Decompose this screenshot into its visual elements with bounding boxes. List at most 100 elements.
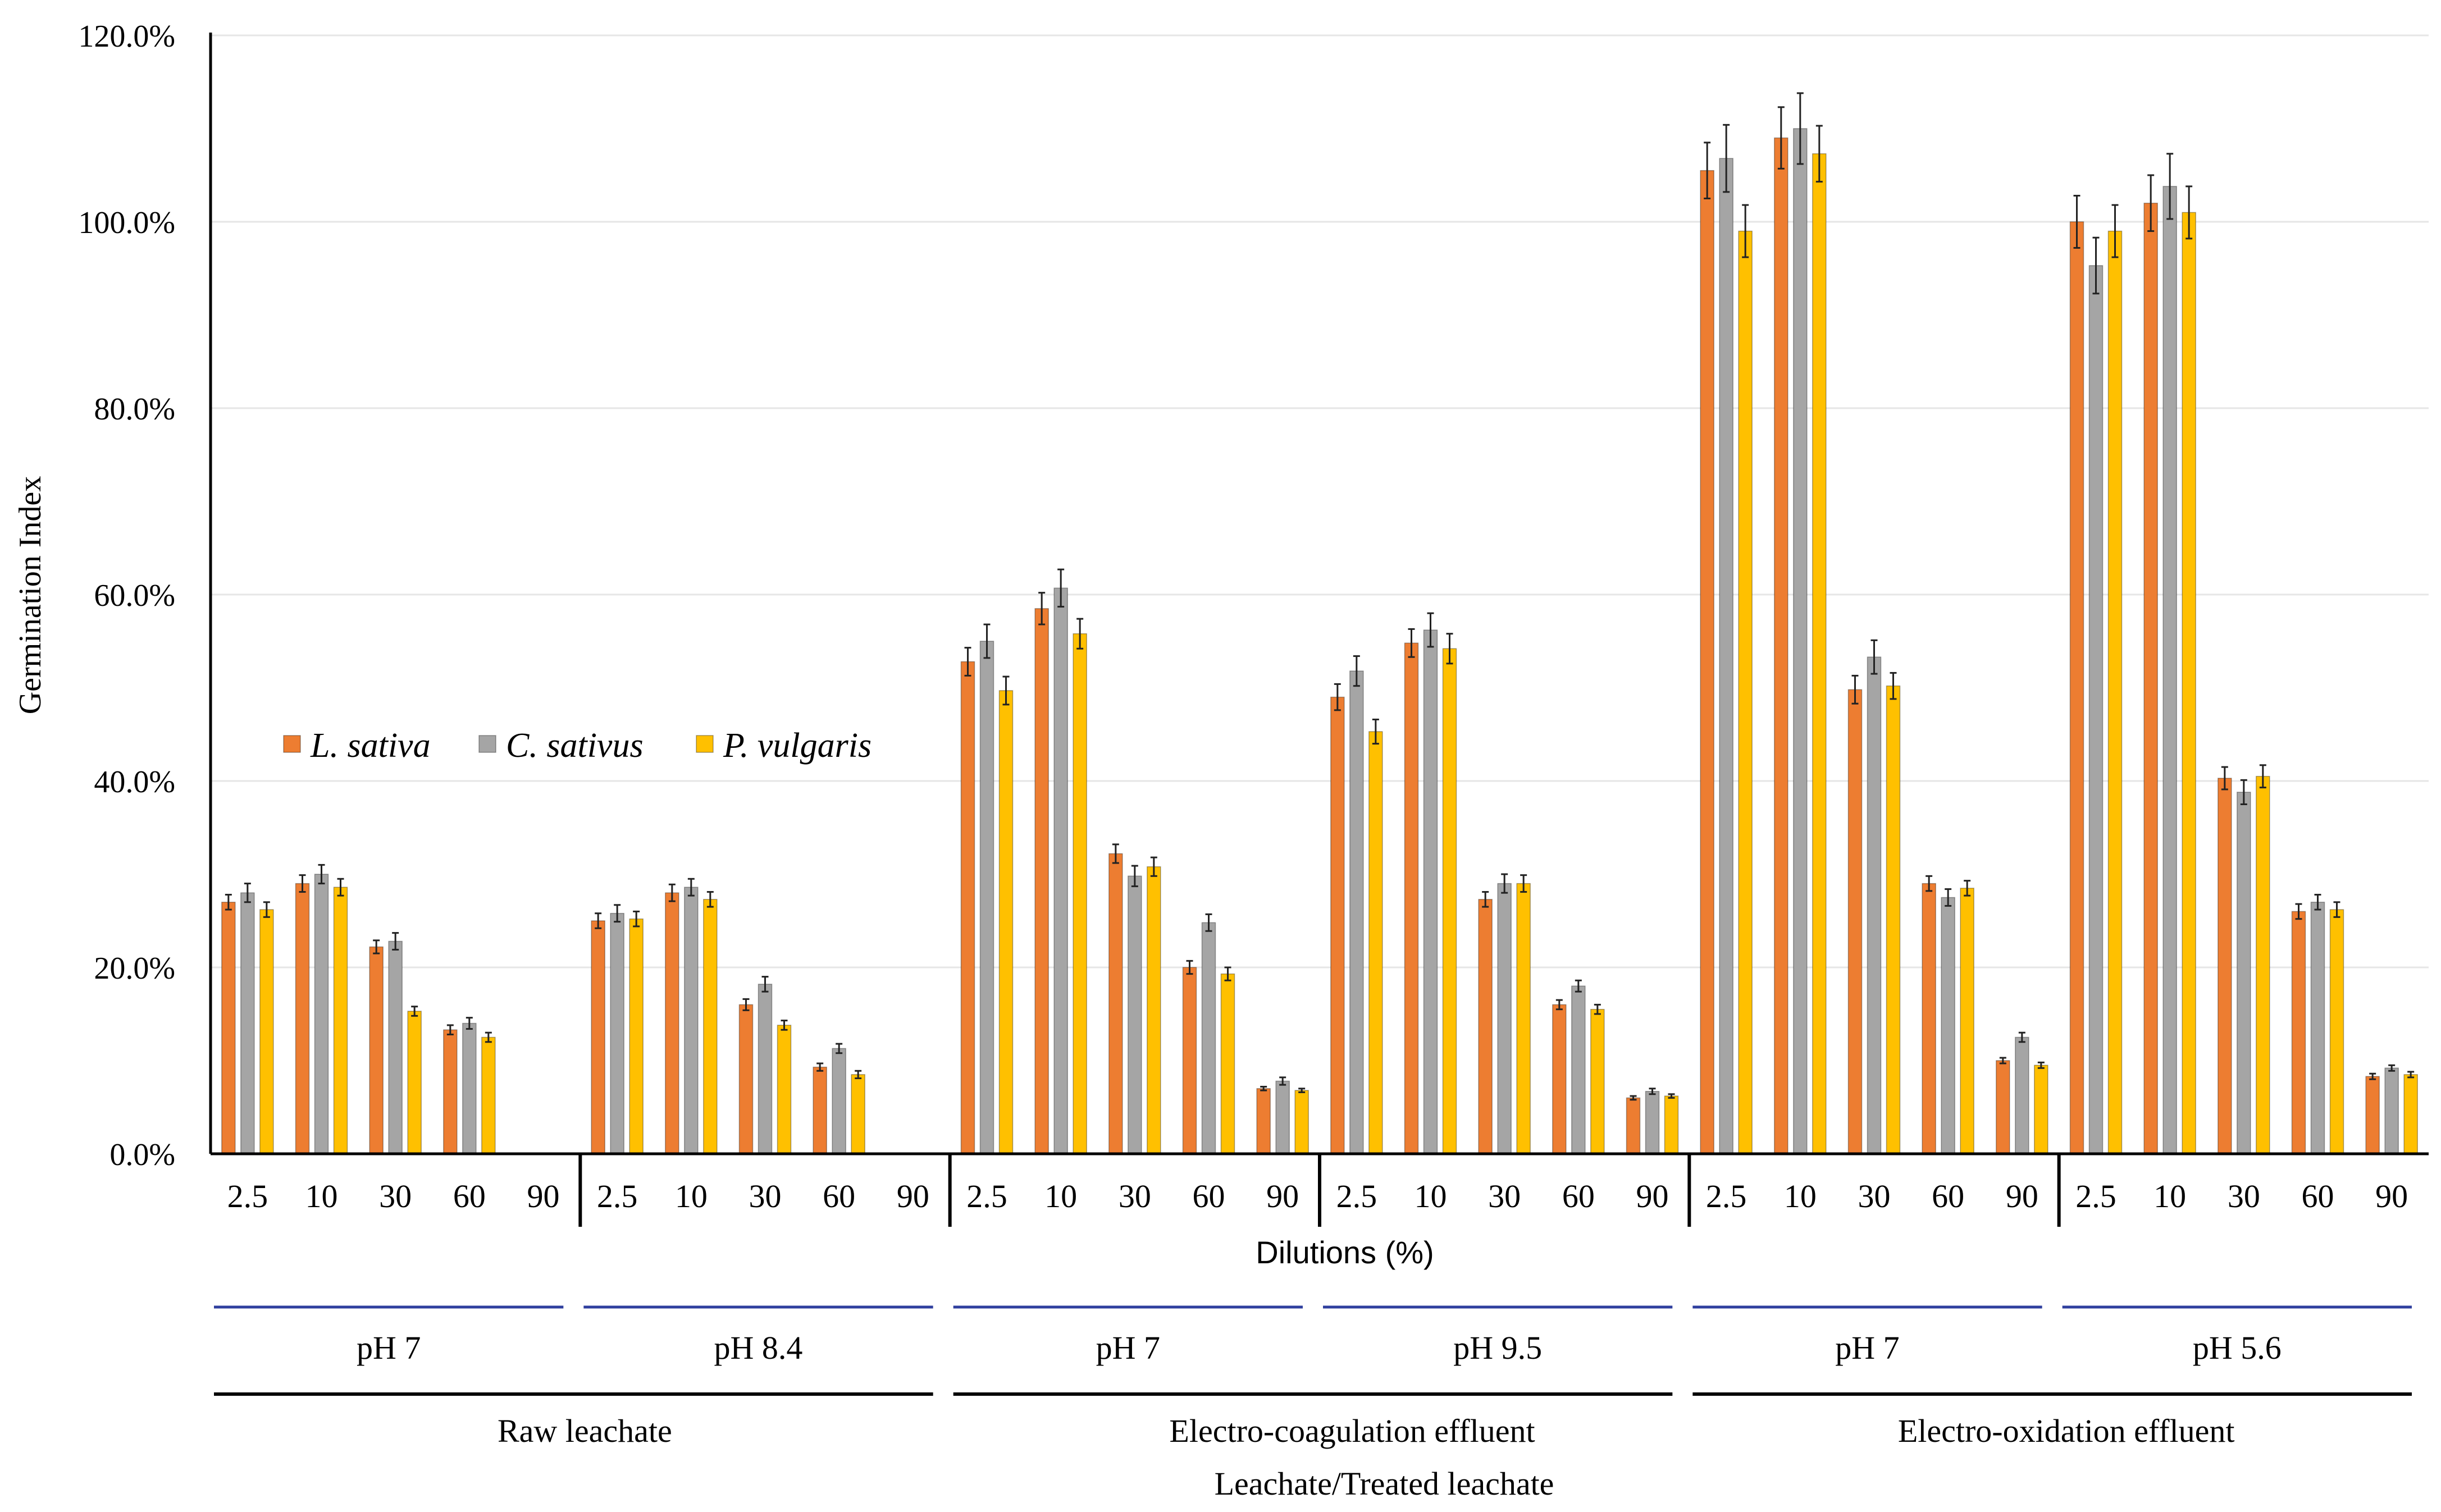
bar [240, 892, 255, 1154]
bar [2384, 1067, 2399, 1154]
bar [665, 892, 679, 1154]
bar [1349, 670, 1364, 1154]
footer-label: Leachate/Treated leachate [1215, 1465, 1554, 1502]
bar [738, 1004, 754, 1154]
bar [1645, 1091, 1660, 1154]
bar [1960, 888, 1974, 1154]
bar [1108, 853, 1123, 1154]
bar [2329, 909, 2344, 1154]
legend-label: C. sativus [506, 727, 644, 765]
bar [1442, 648, 1457, 1154]
legend-label: P. vulgaris [723, 727, 872, 765]
bar [1941, 897, 1955, 1154]
bar [1478, 899, 1493, 1154]
legend-label: L. sativa [310, 727, 431, 765]
ph-label: pH 9.5 [1453, 1330, 1542, 1366]
x-tick-label: 2.5 [1336, 1178, 1377, 1214]
bar [960, 661, 975, 1154]
group-brackets: pH 7 pH 8.4 pH 7 pH 9.5 pH 7 pH 5.6 Raw leacha… [214, 1305, 2412, 1449]
treatment-label: Raw leachate [498, 1413, 672, 1449]
bar [369, 946, 384, 1154]
ph-label: pH 8.4 [714, 1330, 803, 1366]
bar [407, 1011, 422, 1154]
x-tick-label: 10 [305, 1178, 338, 1214]
legend-swatch [283, 735, 301, 753]
bar [1812, 153, 1827, 1154]
y-tick-label: 40.0% [94, 765, 175, 800]
bar [591, 920, 605, 1154]
bar [1793, 128, 1808, 1154]
bar [832, 1048, 846, 1154]
x-tick-label: 2.5 [597, 1178, 638, 1214]
bar [259, 909, 274, 1154]
bar [2182, 212, 2196, 1154]
x-tick-label: 30 [1119, 1178, 1151, 1214]
bar [1182, 967, 1197, 1154]
x-tick-label: 30 [379, 1178, 412, 1214]
x-tick-label: 2.5 [227, 1178, 268, 1214]
treatment-label: Electro-oxidation effluent [1898, 1413, 2235, 1449]
bar [851, 1074, 865, 1154]
y-tick-label: 20.0% [94, 951, 175, 986]
x-tick-label: 10 [1784, 1178, 1817, 1214]
bar [481, 1036, 496, 1154]
x-tick-label: 30 [2228, 1178, 2260, 1214]
bar [1368, 731, 1383, 1154]
bar [1516, 883, 1531, 1154]
y-tick-labels: 0.0% 20.0% 40.0% 60.0% 80.0% 100.0% 120.0% [78, 19, 175, 1172]
bar [2365, 1076, 2380, 1154]
legend-swatch [696, 735, 714, 753]
treatment-label: Electro-coagulation effluent [1169, 1413, 1535, 1449]
axes [209, 33, 2429, 1227]
y-tick-label: 100.0% [78, 205, 175, 240]
x-tick-label: 60 [453, 1178, 486, 1214]
x-tick-label: 2.5 [966, 1178, 1007, 1214]
x-tick-label: 90 [2006, 1178, 2038, 1214]
x-tick-label: 60 [1932, 1178, 1964, 1214]
x-axis-title: Dilutions (%) [1256, 1235, 1434, 1270]
bar [1275, 1080, 1290, 1154]
bar [1719, 158, 1733, 1154]
x-tick-label: 90 [2375, 1178, 2408, 1214]
bar [1497, 883, 1512, 1154]
bar [388, 940, 403, 1154]
bar [1552, 1004, 1567, 1154]
bar [703, 899, 718, 1154]
x-tick-label: 10 [675, 1178, 708, 1214]
x-tick-label: 90 [1266, 1178, 1299, 1214]
bar [443, 1029, 458, 1154]
x-tick-label: 30 [1488, 1178, 1521, 1214]
x-tick-labels: 2.5 10 30 60 90 2.5 10 30 60 90 2.5 10 30 60 90 2.5 10 30… [227, 1178, 2408, 1214]
bar [1700, 170, 1714, 1154]
error-bars [225, 92, 2415, 1101]
x-tick-label: 10 [1415, 1178, 1447, 1214]
bar [295, 883, 310, 1154]
x-tick-label: 2.5 [2075, 1178, 2116, 1214]
bar [1256, 1088, 1271, 1154]
x-tick-label: 10 [1044, 1178, 1077, 1214]
bar [221, 902, 236, 1154]
bar [1886, 685, 1901, 1154]
bar [333, 887, 348, 1154]
x-tick-label: 60 [2302, 1178, 2334, 1214]
bar [1073, 633, 1087, 1154]
bar [2069, 221, 2084, 1154]
ph-label: pH 5.6 [2193, 1330, 2282, 1366]
bar [2162, 186, 2177, 1154]
bar [1053, 587, 1068, 1154]
bar [314, 874, 329, 1154]
ph-label: pH 7 [1096, 1330, 1160, 1366]
bar [1738, 230, 1753, 1154]
y-tick-label: 120.0% [78, 19, 175, 54]
bar [2088, 265, 2104, 1154]
bar [1294, 1090, 1309, 1154]
bar [629, 918, 644, 1154]
bar [1590, 1008, 1605, 1154]
bar [2143, 203, 2158, 1154]
bar [1626, 1097, 1641, 1154]
bar [1664, 1095, 1679, 1154]
bar [2034, 1065, 2048, 1154]
bar [2310, 902, 2325, 1154]
bar [1996, 1060, 2010, 1154]
